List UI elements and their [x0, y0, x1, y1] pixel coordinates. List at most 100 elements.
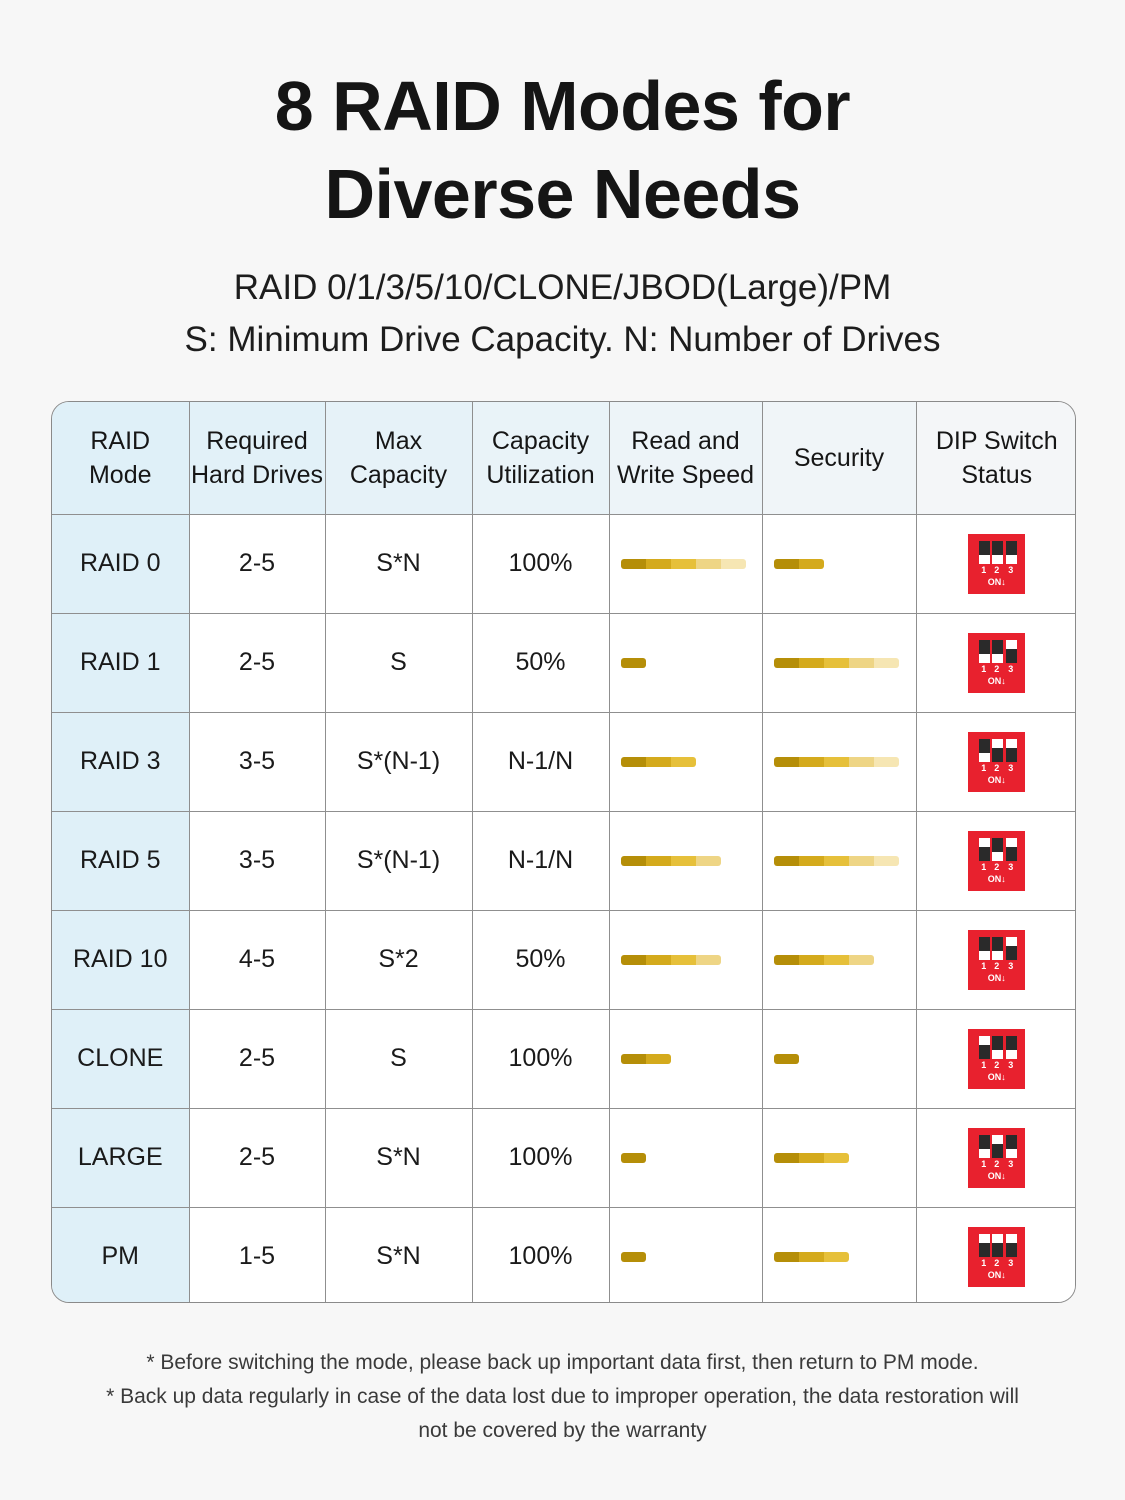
speed-bar: [620, 855, 721, 866]
cell-raid-mode: CLONE: [52, 1008, 190, 1109]
dip-switch-2: [992, 936, 1004, 960]
dip-switch-3: [1006, 639, 1018, 663]
page-title: 8 RAID Modes for Diverse Needs: [0, 62, 1125, 238]
cell-max-capacity: S*N: [324, 1206, 473, 1302]
header-required-drives: Required Hard Drives: [188, 402, 326, 515]
dip-switch-2: [992, 738, 1004, 762]
dip-switch-1: [979, 639, 991, 663]
bar-segment: [823, 855, 849, 866]
note-warranty-line-2: not be covered by the warranty: [418, 1419, 707, 1442]
cell-security: [761, 1107, 917, 1208]
header-security: Security: [761, 402, 917, 515]
bar-segment: [695, 855, 721, 866]
bar-segment: [823, 1251, 849, 1262]
bar-segment: [670, 756, 696, 767]
cell-required-drives: 2-5: [188, 612, 326, 713]
speed-bar: [620, 558, 746, 569]
bar-segment: [873, 855, 899, 866]
dip-switch-2: [992, 837, 1004, 861]
bar-segment: [773, 1053, 799, 1064]
cell-utilization: 50%: [471, 909, 610, 1010]
dip-switch-3: [1006, 837, 1018, 861]
bar-segment: [773, 954, 799, 965]
bar-segment: [720, 558, 746, 569]
cell-max-capacity: S*2: [324, 909, 473, 1010]
cell-speed: [608, 909, 763, 1010]
speed-bar: [620, 1251, 646, 1262]
bar-segment: [773, 1152, 799, 1163]
bar-segment: [848, 756, 874, 767]
bar-segment: [798, 756, 824, 767]
subtitle-legend: S: Minimum Drive Capacity. N: Number of …: [184, 320, 941, 359]
footnotes: * Before switching the mode, please back…: [0, 1346, 1125, 1448]
speed-bar: [620, 657, 646, 668]
bar-segment: [823, 954, 849, 965]
cell-utilization: 100%: [471, 1008, 610, 1109]
cell-utilization: 100%: [471, 1206, 610, 1302]
cell-max-capacity: S*N: [324, 1107, 473, 1208]
cell-speed: [608, 1107, 763, 1208]
bar-segment: [798, 1251, 824, 1262]
security-bar: [773, 1152, 849, 1163]
bar-segment: [620, 1053, 646, 1064]
bar-segment: [620, 1152, 646, 1163]
bar-segment: [773, 1251, 799, 1262]
security-bar: [773, 855, 899, 866]
header-raid-mode: RAID Mode: [52, 402, 190, 515]
bar-segment: [645, 855, 671, 866]
bar-segment: [695, 558, 721, 569]
dip-switch-3: [1006, 936, 1018, 960]
dip-switch-3: [1006, 1035, 1018, 1059]
dip-switch-2: [992, 639, 1004, 663]
dip-switch-1: [979, 1233, 991, 1257]
dip-switch-1: [979, 837, 991, 861]
raid-table: RAID Mode Required Hard Drives Max Capacity…: [51, 401, 1076, 1303]
header-dip-switch: DIP Switch Status: [915, 402, 1075, 515]
bar-segment: [670, 855, 696, 866]
bar-segment: [798, 954, 824, 965]
cell-utilization: 50%: [471, 612, 610, 713]
bar-segment: [823, 657, 849, 668]
cell-raid-mode: RAID 10: [52, 909, 190, 1010]
cell-max-capacity: S*(N-1): [324, 711, 473, 812]
bar-segment: [773, 756, 799, 767]
note-backup-before-switch: * Before switching the mode, please back…: [146, 1351, 979, 1374]
dip-switch-2: [992, 1134, 1004, 1158]
cell-speed: [608, 810, 763, 911]
cell-required-drives: 3-5: [188, 711, 326, 812]
bar-segment: [798, 1152, 824, 1163]
bar-segment: [773, 657, 799, 668]
security-bar: [773, 558, 824, 569]
table-header-row: RAID Mode Required Hard Drives Max Capacity…: [52, 402, 1075, 515]
speed-bar: [620, 1053, 671, 1064]
bar-segment: [848, 954, 874, 965]
bar-segment: [798, 855, 824, 866]
cell-max-capacity: S: [324, 1008, 473, 1109]
subtitle: RAID 0/1/3/5/10/CLONE/JBOD(Large)/PM S: …: [0, 262, 1125, 366]
speed-bar: [620, 1152, 646, 1163]
bar-segment: [848, 657, 874, 668]
bar-segment: [873, 756, 899, 767]
dip-switch-1: [979, 540, 991, 564]
cell-required-drives: 1-5: [188, 1206, 326, 1302]
cell-speed: [608, 1008, 763, 1109]
bar-segment: [620, 1251, 646, 1262]
security-bar: [773, 954, 874, 965]
security-bar: [773, 657, 899, 668]
dip-switch-1: [979, 738, 991, 762]
bar-segment: [873, 657, 899, 668]
